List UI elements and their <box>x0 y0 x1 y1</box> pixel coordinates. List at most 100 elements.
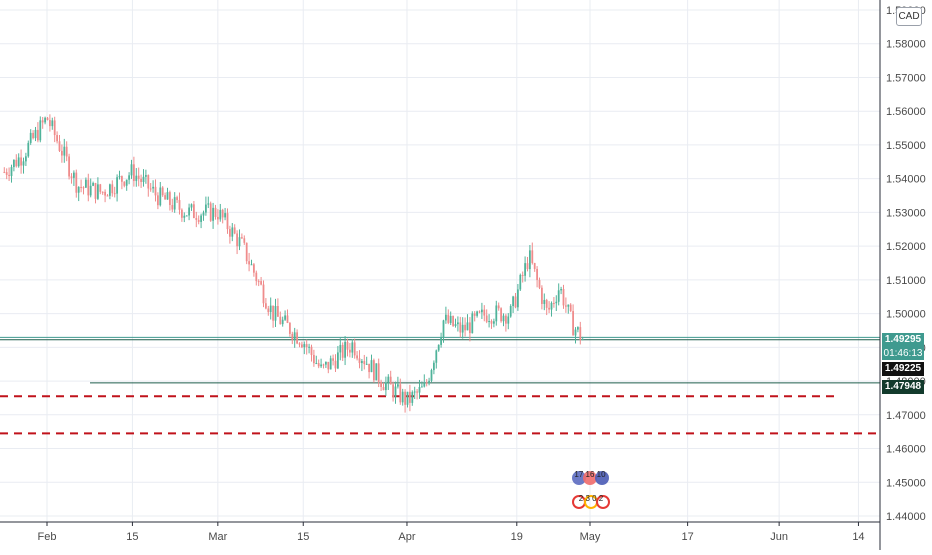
candle-up-body <box>370 360 373 373</box>
horizontal-levels[interactable] <box>0 336 880 435</box>
candle-up-body <box>336 352 339 369</box>
events-marker-icon[interactable]: 17 16 10 2 3 0 2 <box>572 470 610 509</box>
candle-down-body <box>296 332 298 344</box>
candle-down-body <box>569 304 572 312</box>
time-tick-label: 15 <box>297 531 309 543</box>
candle-up-body <box>269 305 272 313</box>
candle-down-body <box>267 308 270 313</box>
candle-up-body <box>303 344 306 348</box>
candle-down-body <box>262 284 265 304</box>
last-price-tag: 1.49295 <box>882 333 924 347</box>
candle-down-body <box>154 186 157 196</box>
time-axis-labels[interactable]: Feb 15 Mar 15 Apr 19 May 17 Jun 14 <box>38 522 865 543</box>
candle-up-body <box>351 342 354 353</box>
candle-down-body <box>171 205 174 210</box>
candle-down-body <box>545 299 548 308</box>
candle-down-body <box>536 268 538 281</box>
candle-down-body <box>548 307 550 310</box>
candle-up-body <box>173 197 176 210</box>
candle-down-body <box>104 191 106 196</box>
candle-down-body <box>408 391 411 403</box>
events-bottom-digits: 2 3 0 2 <box>579 494 604 503</box>
candle-up-body <box>471 313 474 334</box>
candle-down-body <box>452 315 454 326</box>
candle-up-body <box>406 391 409 405</box>
candle-down-body <box>56 135 58 142</box>
candle-up-body <box>454 324 457 326</box>
candle-up-body <box>125 179 128 186</box>
candle-down-body <box>464 324 466 331</box>
candle-up-body <box>476 311 478 316</box>
candle-down-body <box>255 272 258 282</box>
candle-up-body <box>51 120 54 127</box>
time-tick-label: Apr <box>398 531 415 543</box>
candle-up-body <box>24 156 27 162</box>
candle-up-body <box>96 184 99 199</box>
candle-up-body <box>466 322 469 331</box>
candle-up-body <box>375 363 378 381</box>
candle-up-body <box>401 391 404 403</box>
price-tick-label: 1.55000 <box>886 140 926 152</box>
price-axis-labels[interactable]: 1.590001.580001.570001.560001.550001.540… <box>886 5 926 523</box>
candle-up-body <box>461 324 464 333</box>
bar-countdown-tag: 01:46:13 <box>882 347 924 360</box>
candle-up-body <box>488 321 490 323</box>
candle-down-body <box>53 120 56 136</box>
candle-down-body <box>531 250 534 264</box>
candle-up-body <box>17 157 20 167</box>
currency-badge[interactable]: CAD <box>896 7 922 26</box>
candles <box>3 114 584 413</box>
candle-up-body <box>440 337 442 345</box>
candle-up-body <box>387 376 390 383</box>
candle-up-body <box>144 175 147 177</box>
candle-up-body <box>384 382 387 391</box>
price-tick-label: 1.44000 <box>886 511 926 523</box>
candle-up-body <box>344 341 346 358</box>
candle-down-body <box>111 184 114 194</box>
candle-down-body <box>514 296 517 308</box>
candle-up-body <box>39 120 42 141</box>
candle-down-body <box>279 316 282 325</box>
candle-down-body <box>380 381 382 387</box>
candle-down-body <box>572 311 574 336</box>
candle-down-body <box>240 237 243 239</box>
candle-up-body <box>320 364 322 367</box>
candle-up-body <box>495 305 498 322</box>
candle-up-body <box>10 167 13 177</box>
candle-down-body <box>252 264 255 273</box>
candle-up-body <box>204 204 207 213</box>
candle-down-body <box>348 349 351 353</box>
candle-down-body <box>32 132 34 139</box>
candle-down-body <box>447 314 450 323</box>
candle-up-body <box>284 315 286 320</box>
candle-down-body <box>87 179 90 196</box>
candle-up-body <box>432 362 435 371</box>
candle-up-body <box>420 386 423 388</box>
time-tick-label: May <box>580 531 601 543</box>
candle-down-body <box>228 229 231 237</box>
candle-up-body <box>84 179 87 188</box>
candle-down-body <box>168 192 171 206</box>
candle-down-body <box>15 159 18 167</box>
candle-down-body <box>106 195 109 197</box>
candle-down-body <box>180 209 183 218</box>
candle-down-body <box>178 200 181 210</box>
candle-up-body <box>77 186 80 193</box>
candle-up-body <box>509 306 512 317</box>
price-tick-label: 1.54000 <box>886 174 926 186</box>
candle-down-body <box>291 333 294 340</box>
candle-up-body <box>200 215 202 222</box>
events-top-digits: 17 16 10 <box>574 470 606 479</box>
candle-down-body <box>221 209 224 218</box>
candle-up-body <box>281 319 284 325</box>
candle-up-body <box>516 289 519 308</box>
candle-down-body <box>236 233 238 247</box>
candle-down-body <box>312 354 315 364</box>
candle-up-body <box>190 204 193 208</box>
candle-down-body <box>140 178 142 183</box>
candle-down-body <box>120 176 123 182</box>
candle-down-body <box>161 187 164 196</box>
candle-up-body <box>63 146 66 156</box>
